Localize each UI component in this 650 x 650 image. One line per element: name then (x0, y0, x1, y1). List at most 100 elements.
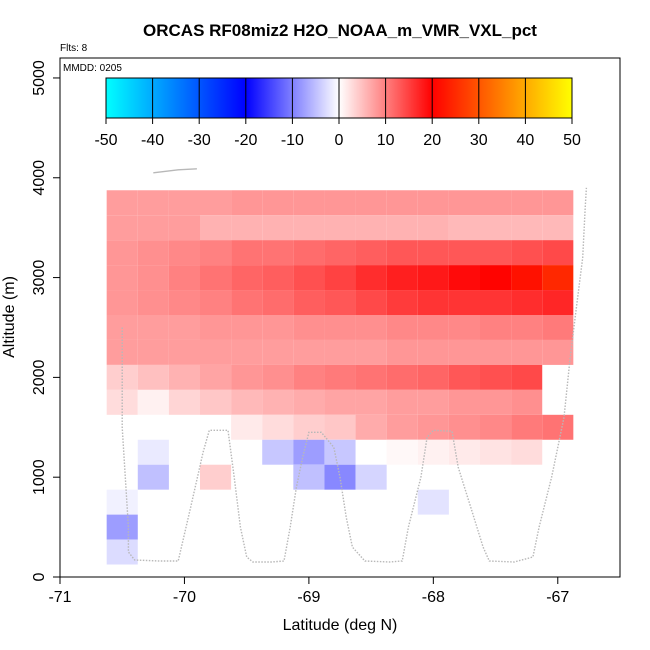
heatmap-cell (417, 389, 449, 415)
heatmap-cell (137, 215, 169, 241)
heatmap-cell (386, 439, 418, 465)
y-axis: 0 1000 2000 3000 4000 5000 (31, 60, 60, 581)
heatmap-cell (324, 414, 356, 440)
heatmap-cell (448, 364, 480, 390)
heatmap-cell (293, 439, 325, 465)
heatmap-cell (200, 290, 232, 315)
heatmap-cell (168, 290, 200, 315)
heatmap-cell (417, 315, 449, 340)
heatmap-cell (200, 315, 232, 340)
heatmap-cell (448, 339, 480, 365)
heatmap-cell (262, 339, 294, 365)
heatmap-cell (231, 290, 263, 315)
heatmap-cell (324, 215, 356, 241)
colorbar-tick-label: -20 (234, 132, 257, 149)
heatmap-cell (324, 315, 356, 340)
heatmap-cell (511, 414, 543, 440)
heatmap-cell (417, 414, 449, 440)
heatmap-cell (511, 190, 543, 216)
heatmap-cell (417, 240, 449, 266)
heatmap-cell (106, 190, 138, 216)
heatmap-cell (480, 414, 512, 440)
heatmap-cell (293, 290, 325, 315)
heatmap-cell (511, 215, 543, 241)
heatmap-cell (200, 464, 232, 490)
heatmap-cell (386, 265, 418, 291)
colorbar-tick-label: 30 (470, 132, 488, 149)
heatmap-cell (293, 315, 325, 340)
heatmap-cell (168, 240, 200, 266)
x-tick-label: -71 (48, 589, 71, 606)
heatmap-cell (480, 339, 512, 365)
x-tick-label: -67 (546, 589, 569, 606)
heatmap-cell (106, 240, 138, 266)
heatmap-cell (386, 389, 418, 415)
heatmap-cell (355, 464, 387, 490)
heatmap-cell (106, 539, 138, 565)
heatmap-cell (231, 215, 263, 241)
heatmap-cell (448, 265, 480, 291)
colorbar-ticks: -50 -40 -30 -20 -10 0 10 20 30 40 50 (94, 78, 581, 149)
heatmap-cell (106, 364, 138, 390)
colorbar-tick-label: -10 (281, 132, 304, 149)
heatmap-cell (417, 265, 449, 291)
heatmap-cell (511, 339, 543, 365)
heatmap-cell (511, 290, 543, 315)
heatmap-cell (417, 364, 449, 390)
y-tick-label: 4000 (31, 160, 48, 196)
heatmap-cell (293, 240, 325, 266)
heatmap-cell (262, 290, 294, 315)
heatmap-cell (480, 439, 512, 465)
heatmap-cell (480, 290, 512, 315)
heatmap-cell (262, 414, 294, 440)
heatmap-cell (417, 439, 449, 465)
heatmap-cell (106, 489, 138, 515)
heatmap-cell (355, 339, 387, 365)
heatmap-cell (262, 215, 294, 241)
heatmap-cell (262, 240, 294, 266)
heatmap-cell (293, 339, 325, 365)
y-axis-label: Altitude (m) (1, 276, 18, 358)
heatmap-cell (106, 514, 138, 540)
heatmap-cell (355, 389, 387, 415)
heatmap-cell (386, 414, 418, 440)
heatmap-cell (324, 265, 356, 291)
heatmap-cell (137, 364, 169, 390)
heatmap-cell (542, 414, 574, 440)
heatmap-cell (106, 290, 138, 315)
heatmap-cell (355, 364, 387, 390)
heatmap-cell (386, 364, 418, 390)
mmdd-label: MMDD: 0205 (63, 63, 122, 74)
heatmap-cell (355, 240, 387, 266)
colorbar-tick-label: -40 (141, 132, 164, 149)
heatmap-cell (293, 414, 325, 440)
heatmap-cell (355, 265, 387, 291)
heatmap-cell (293, 265, 325, 291)
heatmap-cell (106, 215, 138, 241)
heatmap-cell (168, 190, 200, 216)
x-tick-label: -69 (297, 589, 320, 606)
heatmap-cell (168, 389, 200, 415)
x-axis: -71 -70 -69 -68 -67 (48, 577, 569, 606)
heatmap-cell (200, 190, 232, 216)
heatmap-cell (448, 290, 480, 315)
heatmap-cell (542, 315, 574, 340)
heatmap-cell (168, 364, 200, 390)
heatmap-cell (231, 364, 263, 390)
heatmap-cell (355, 414, 387, 440)
heatmap-cell (542, 265, 574, 291)
heatmap-cell (106, 265, 138, 291)
colorbar-tick-label: 50 (563, 132, 581, 149)
heatmap-cell (231, 339, 263, 365)
heatmap-cell (293, 389, 325, 415)
heatmap-cell (137, 464, 169, 490)
heatmap-cell (355, 190, 387, 216)
heatmap-cell (542, 339, 574, 365)
heatmap-cell (137, 339, 169, 365)
heatmap-cell (386, 315, 418, 340)
plot-frame (59, 57, 621, 578)
heatmap-cell (448, 190, 480, 216)
y-tick-label: 0 (31, 572, 48, 581)
colorbar-tick-label: 40 (517, 132, 535, 149)
